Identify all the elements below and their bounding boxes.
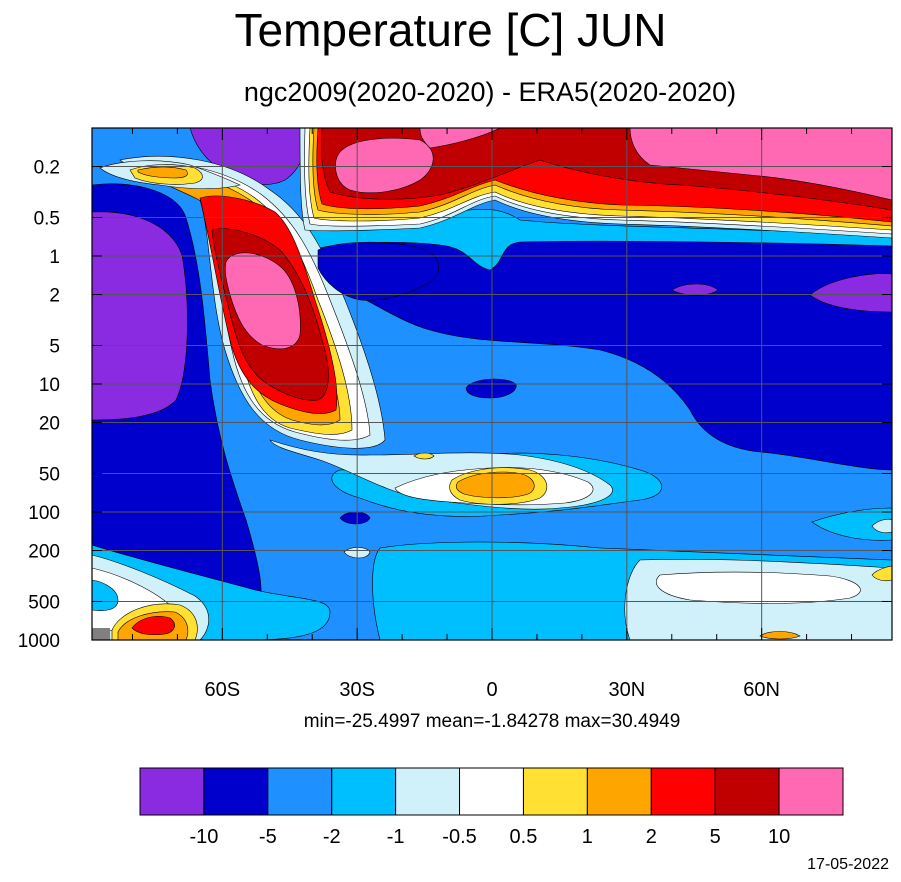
x-tick-label: 0 (486, 679, 497, 701)
colorbar-label: -1 (387, 826, 405, 848)
colorbar-box (586, 767, 652, 816)
colorbar-box (778, 767, 844, 816)
band-sh-surface-lightblue (92, 579, 119, 611)
band-nh-purple-2 (809, 273, 892, 313)
colorbar-label: -10 (189, 826, 218, 848)
band-polar-purple (92, 211, 188, 421)
colorbar-box (522, 767, 588, 816)
colorbar-labels: -10 -5 -2 -1 -0.5 0.5 1 2 5 10 (189, 826, 790, 848)
colorbar-label: 0.5 (510, 826, 538, 848)
band-surface-nh-orange (759, 631, 801, 640)
band-nh-mid-lightblue (811, 507, 892, 541)
y-tick-label: 1000 (18, 631, 60, 652)
summary-stats: min=-25.4997 mean=-1.84278 max=30.4949 (303, 711, 681, 732)
band-small-yellow (413, 452, 435, 460)
x-axis-labels: 60S 30S 0 30N 60N (205, 679, 780, 701)
band-antarctic-missing (92, 628, 110, 640)
colorbar-label: -2 (323, 826, 341, 848)
y-tick-label: 1 (49, 247, 60, 268)
tick-marks (92, 128, 892, 641)
colorbar (139, 767, 844, 816)
band-belt-lightblue (299, 209, 892, 271)
y-tick-label: 20 (39, 414, 60, 435)
y-tick-label: 500 (28, 592, 60, 613)
colorbar-box (267, 767, 333, 816)
y-tick-label: 50 (39, 464, 60, 485)
y-tick-label: 0.2 (34, 158, 60, 179)
colorbar-label: -5 (259, 826, 277, 848)
y-tick-label: 0.5 (34, 208, 60, 229)
colorbar-label: 10 (768, 826, 790, 848)
chart-title: Temperature [C] JUN (234, 4, 667, 56)
colorbar-box (395, 767, 461, 816)
colorbar-label: 1 (582, 826, 593, 848)
x-tick-label: 60S (205, 679, 241, 701)
band-tongue-pink (224, 252, 301, 350)
band-top-pink-right (419, 128, 892, 201)
colorbar-box (203, 767, 269, 816)
plot-date: 17-05-2022 (807, 856, 889, 873)
colorbar-box (139, 767, 205, 816)
band-surface-sh-red (131, 616, 175, 636)
colorbar-box (459, 767, 524, 816)
x-tick-label: 30S (339, 679, 375, 701)
band-surface-nh-yellow (871, 565, 892, 582)
band-blob-sh (339, 511, 371, 525)
band-tropic-orange (455, 471, 535, 499)
y-axis-labels: 0.2 0.5 1 2 5 10 20 50 100 200 500 1000 (18, 158, 60, 652)
y-tick-label: 2 (49, 286, 60, 307)
colorbar-box (714, 767, 780, 816)
colorbar-label: 5 (710, 826, 721, 848)
x-tick-label: 30N (608, 679, 645, 701)
band-top-pink-left (335, 137, 434, 194)
y-tick-label: 100 (28, 503, 60, 524)
band-surface-nh-paleblue (871, 518, 892, 534)
colorbar-box (650, 767, 716, 816)
y-tick-label: 200 (28, 542, 60, 563)
colorbar-label: 2 (646, 826, 657, 848)
x-tick-label: 60N (743, 679, 780, 701)
band-blob-upper (317, 241, 439, 301)
colorbar-label: -0.5 (442, 826, 476, 848)
y-tick-label: 5 (49, 336, 60, 357)
chart-subtitle: ngc2009(2020-2020) - ERA5(2020-2020) (243, 77, 737, 107)
band-surface-white (655, 571, 861, 604)
colorbar-box (331, 767, 397, 816)
y-tick-label: 10 (39, 375, 60, 396)
